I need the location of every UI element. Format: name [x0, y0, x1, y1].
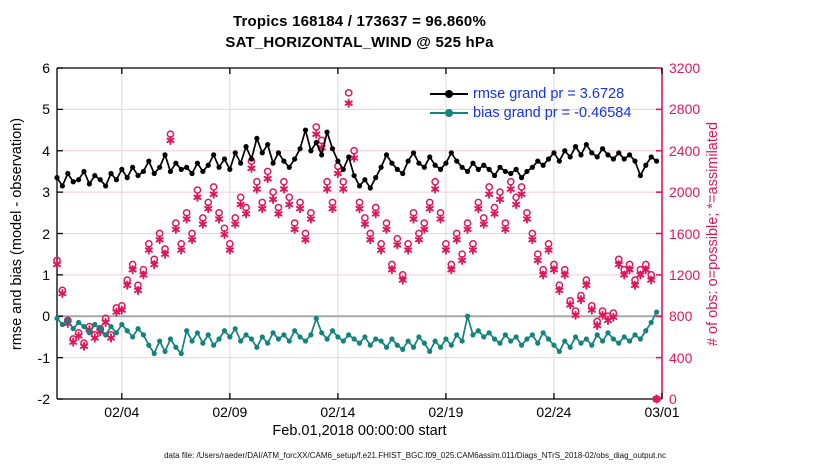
x-axis-label: Feb.01,2018 00:00:00 start: [272, 423, 447, 439]
data-file-path: data file: /Users/raeder/DAI/ATM_forcXX/…: [164, 451, 666, 460]
legend-item-rmse: rmse grand pr = 3.6728: [430, 84, 631, 103]
legend: rmse grand pr = 3.6728 bias grand pr = -…: [430, 84, 631, 122]
legend-label-bias: bias grand pr = -0.46584: [473, 104, 632, 121]
chart-title-line1: Tropics 168184 / 173637 = 96.860%: [232, 13, 487, 30]
legend-label-rmse: rmse grand pr = 3.6728: [473, 85, 625, 102]
legend-item-bias: bias grand pr = -0.46584: [430, 103, 631, 122]
right-axis-label: # of obs: o=possible; *=assimilated: [705, 121, 721, 347]
bias-line-marker-icon: [430, 108, 468, 117]
chart-title-line2: SAT_HORIZONTAL_WIND @ 525 hPa: [225, 34, 494, 51]
rmse-line-marker-icon: [430, 89, 468, 98]
left-axis-label: rmse and bias (model - observation): [9, 117, 25, 351]
